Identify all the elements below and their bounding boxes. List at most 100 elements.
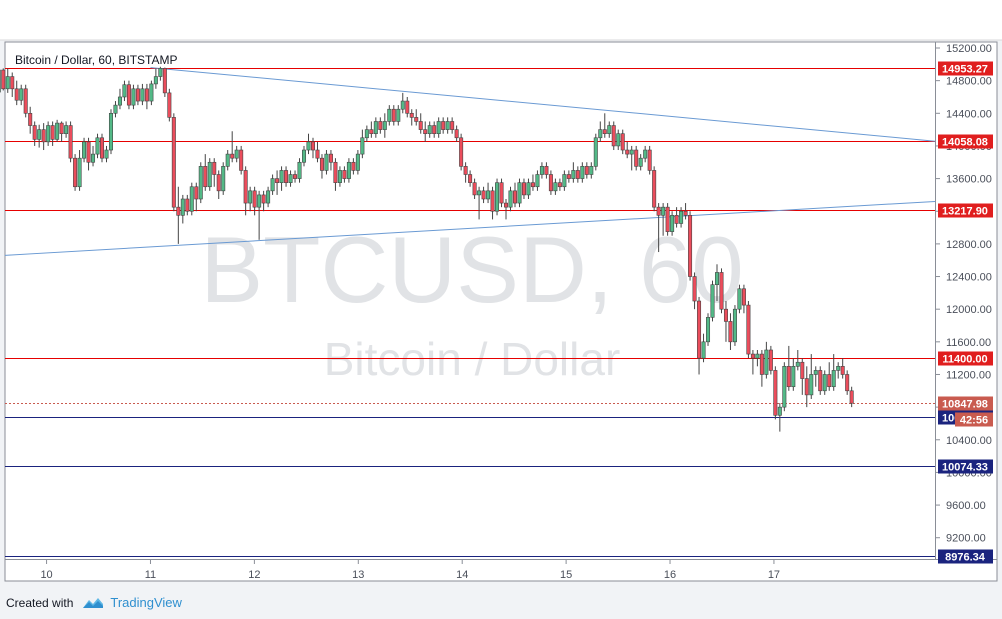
candle-body-down (176, 206, 181, 216)
candle-body-up (5, 76, 10, 90)
candle-body-down (369, 129, 374, 135)
level-tag-label: 14058.08 (942, 137, 988, 149)
candle-body-down (216, 174, 221, 192)
candle (194, 182, 199, 212)
candle (333, 158, 338, 191)
candle (441, 117, 446, 134)
candle (544, 162, 549, 179)
candle-body-down (423, 129, 428, 135)
candle-body-up (122, 84, 127, 98)
candle (683, 203, 688, 220)
tradingview-logo-icon[interactable] (82, 596, 104, 610)
candle-body-down (144, 88, 149, 102)
candle-body-up (486, 190, 491, 200)
candle (643, 145, 648, 163)
candle-body-down (481, 190, 486, 200)
candle (86, 137, 91, 171)
candle-body-down (1, 69, 6, 90)
candle (117, 88, 122, 110)
candle-body-down (692, 276, 697, 302)
y-tick-label: 12800.00 (946, 239, 992, 251)
last-price-tag-bg (938, 396, 993, 411)
level-tag-bg (938, 203, 993, 218)
candle-body-up (257, 194, 262, 208)
candle (535, 170, 540, 191)
candle-body-up (517, 182, 522, 204)
candle (647, 145, 652, 175)
candle (728, 313, 733, 350)
countdown-tag-bg (955, 412, 993, 427)
candle-body-up (270, 178, 275, 192)
candle (755, 349, 760, 367)
candle (553, 178, 558, 195)
candle-body-down (759, 353, 764, 375)
candle (284, 166, 289, 187)
candle-body-down (194, 186, 199, 200)
candle-body-up (629, 149, 634, 155)
candle-body-up (607, 125, 612, 135)
candle-body-up (225, 153, 230, 167)
candle (652, 166, 657, 212)
candle (257, 190, 262, 240)
candle (423, 121, 428, 142)
candle (293, 170, 298, 183)
candle-body-up (364, 129, 369, 139)
candle-body-up (822, 374, 827, 392)
candle (122, 80, 127, 102)
candle (315, 141, 320, 163)
candle (180, 194, 185, 224)
candle-body-down (86, 141, 91, 163)
candle (463, 162, 468, 183)
candle-body-down (544, 166, 549, 175)
candle (414, 109, 419, 126)
candle (661, 203, 666, 236)
candle (468, 170, 473, 187)
candle (831, 354, 836, 391)
x-tick-label: 14 (456, 569, 468, 581)
candle-body-down (611, 125, 616, 147)
candle-body-down (723, 308, 728, 322)
candle-body-up (508, 190, 513, 208)
candle-body-up (670, 215, 675, 232)
candle (279, 166, 284, 191)
candle (14, 80, 19, 106)
candle (95, 133, 100, 159)
candle (719, 268, 724, 314)
candle-body-up (46, 125, 51, 143)
candle (239, 145, 244, 175)
candle-body-down (126, 84, 131, 106)
candle-body-down (454, 129, 459, 139)
candle-body-down (472, 182, 477, 196)
candle-body-down (73, 157, 78, 188)
candle (504, 198, 509, 220)
candle-body-down (409, 112, 414, 118)
candle (387, 105, 392, 126)
candle (445, 117, 450, 134)
candle (346, 158, 351, 183)
candle-body-down (342, 170, 347, 179)
candle (400, 92, 405, 114)
tradingview-link[interactable]: TradingView (110, 595, 182, 610)
candle-body-up (306, 141, 311, 151)
candle-body-up (710, 284, 715, 318)
x-tick-label: 13 (352, 569, 364, 581)
candle-body-down (768, 349, 773, 371)
candle-body-up (248, 190, 253, 204)
candle-body-down (656, 206, 661, 216)
candle (459, 133, 464, 171)
candle (64, 121, 69, 138)
candle (499, 178, 504, 208)
candle (162, 67, 167, 97)
candle (732, 305, 737, 346)
candle-body-up (777, 406, 782, 416)
candle (409, 109, 414, 126)
candle-body-up (113, 104, 118, 114)
candle-body-up (104, 149, 109, 159)
candle (584, 162, 589, 179)
candle (822, 370, 827, 395)
candle-body-down (405, 100, 410, 114)
level-tag-label: 11400.00 (942, 354, 987, 366)
candle (486, 182, 491, 204)
candle (436, 117, 441, 138)
